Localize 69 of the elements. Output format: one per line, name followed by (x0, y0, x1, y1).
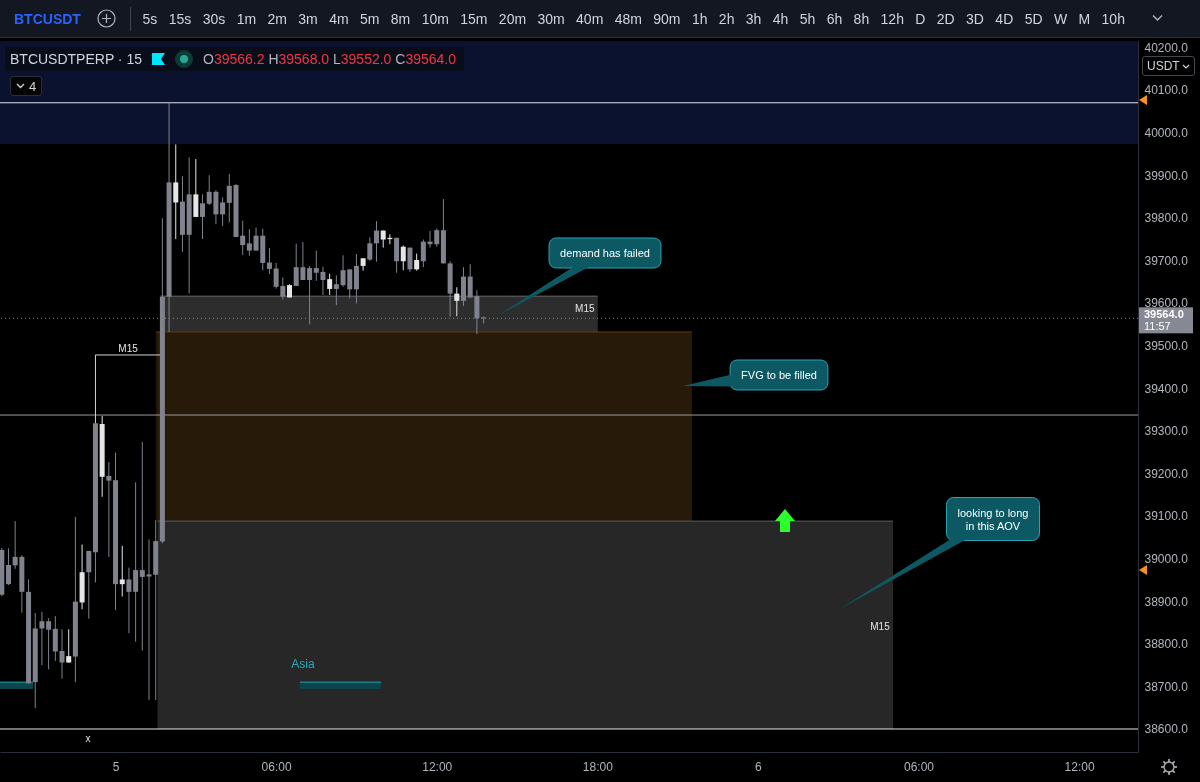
candlestick (400, 244, 406, 271)
annotation: M15 (870, 620, 891, 632)
x-tick-label: 18:00 (582, 759, 614, 774)
y-tick-label: 40000.0 (1144, 126, 1189, 141)
candlestick (106, 461, 112, 558)
x-tick-label: 12:00 (1064, 759, 1095, 774)
candlestick (86, 550, 92, 620)
candlestick (327, 273, 333, 296)
y-tick-label: 40100.0 (1144, 83, 1189, 98)
candlestick (367, 236, 373, 262)
y-tick-label: 39500.0 (1144, 339, 1189, 354)
candlestick (240, 220, 246, 256)
candlestick (119, 545, 125, 598)
x-tick-label: 6 (755, 759, 763, 774)
y-tick-label: 40200.0 (1144, 40, 1189, 55)
candlestick (66, 628, 72, 664)
indicators-toggle: 4 (10, 76, 43, 96)
candlestick (333, 274, 339, 306)
annotation: M15 (575, 303, 595, 315)
candlestick (420, 239, 426, 268)
candlestick (46, 617, 52, 670)
y-tick-label: 39000.0 (1144, 552, 1189, 567)
candlestick (126, 567, 132, 634)
annotation: Asia (291, 657, 315, 672)
text: BTCUSDT (14, 10, 81, 27)
y-tick-label: 39300.0 (1144, 424, 1189, 439)
annotation: 4 (29, 78, 37, 94)
candlestick (39, 611, 45, 666)
annotation: M15 (118, 343, 139, 355)
candlestick (52, 615, 58, 662)
candlestick (173, 144, 179, 240)
y-tick-label: 38600.0 (1144, 722, 1189, 737)
candlestick (353, 253, 359, 304)
y-tick-label: 39900.0 (1144, 168, 1189, 183)
y-tick-label: 39200.0 (1144, 466, 1189, 481)
text: 5s 15s 30s 1m 2m 3m 4m 5m 8m 10m 15m 20m 30m 40m 48m 90m 1h 2h 3h 4h 5h 6h 8h 12h D 2D 3D 4D 5D W M 10h (142, 10, 1125, 27)
candlestick (307, 265, 313, 325)
annotation: looking to long in this AOV (957, 506, 1029, 532)
candlestick (220, 196, 226, 227)
y-tick-label: 39700.0 (1144, 253, 1189, 268)
text: 11:57 (1144, 320, 1171, 333)
y-tick-label: 38800.0 (1144, 637, 1189, 652)
candlestick (193, 158, 199, 218)
candlestick (246, 228, 252, 257)
annotation: FVG to be filled (741, 369, 817, 381)
y-tick-label: 39400.0 (1144, 381, 1189, 396)
x-tick-label: 5 (112, 759, 120, 774)
annotation: x (85, 732, 91, 744)
candlestick (454, 286, 460, 317)
x-tick-label: 12:00 (422, 759, 453, 774)
candlestick (5, 547, 11, 586)
text: BTCUSDTPERP · 15 (10, 51, 142, 67)
y-tick-label: 38700.0 (1144, 679, 1189, 694)
annotation: demand has failed (560, 247, 650, 259)
candlestick (394, 237, 400, 274)
y-axis-title: USDT (1147, 59, 1180, 73)
x-tick-label: 06:00 (261, 759, 292, 774)
y-tick-label: 38900.0 (1144, 594, 1189, 609)
candlestick (374, 220, 380, 263)
candlestick (200, 193, 206, 240)
currency-dropdown: USDT (1142, 56, 1195, 76)
y-tick-label: 39100.0 (1144, 509, 1189, 524)
candlestick (407, 247, 413, 273)
x-tick-label: 06:00 (904, 759, 935, 774)
candlestick (133, 481, 139, 643)
candlestick (266, 247, 272, 275)
text: O39566.2 H39568.0 L39552.0 C39564.0 (203, 51, 457, 67)
y-tick-label: 39800.0 (1144, 211, 1189, 226)
candlestick (59, 628, 65, 680)
